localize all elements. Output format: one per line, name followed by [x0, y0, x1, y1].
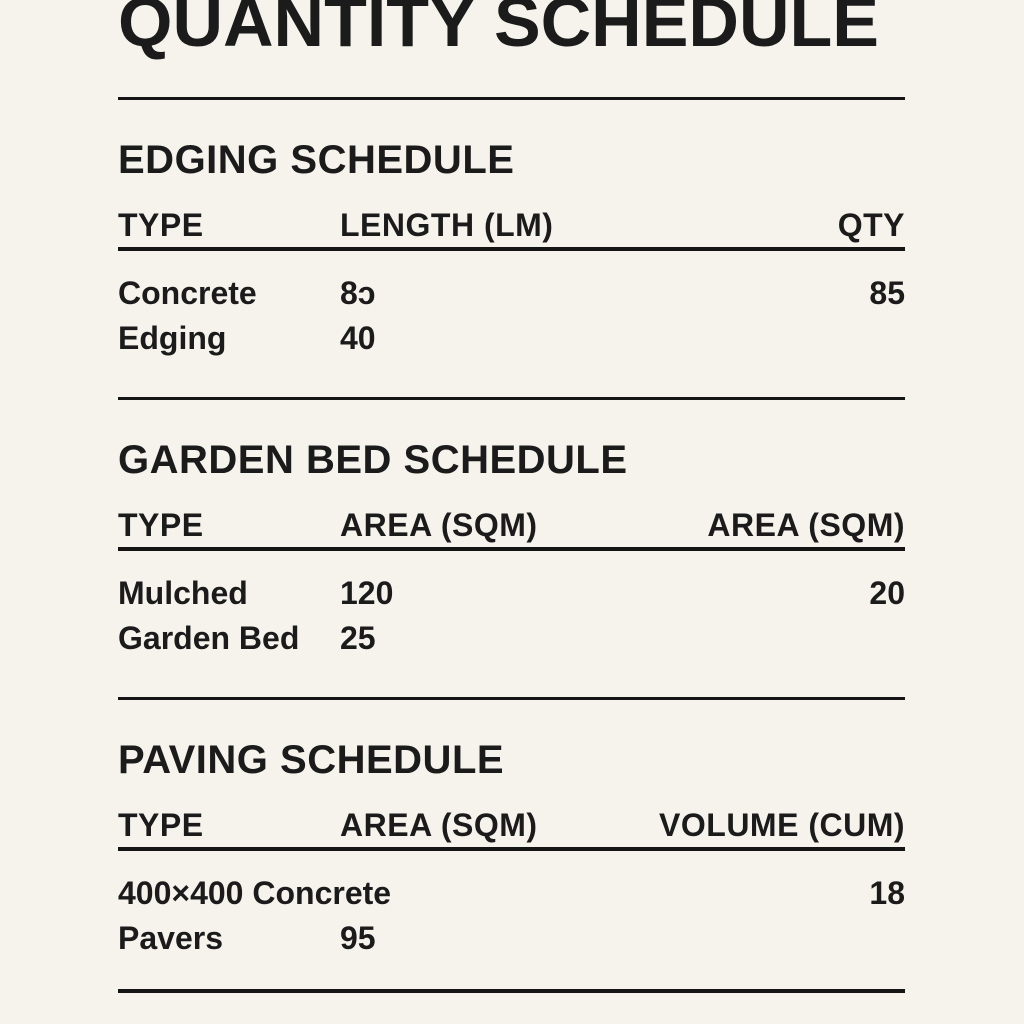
column-header-type: TYPE	[118, 507, 204, 543]
table-row: 400×400 Concrete 18	[118, 871, 905, 916]
page-title: QUANTITY SCHEDULE	[118, 0, 879, 61]
edging-rows: Concrete 8ɔ 85 Edging 40	[118, 271, 905, 361]
row-cell-volume: 18	[869, 875, 905, 911]
section-heading-garden-bed: GARDEN BED SCHEDULE	[118, 438, 628, 482]
row-cell-type: Garden Bed	[118, 620, 300, 656]
row-cell-area: 95	[340, 920, 376, 956]
row-cell-type: 400×400 Concrete	[118, 875, 392, 911]
section-heading-edging: EDGING SCHEDULE	[118, 138, 515, 182]
edging-schedule-section: EDGING SCHEDULE TYPE LENGTH (LM) QTY Con…	[118, 140, 905, 400]
paving-schedule-section: PAVING SCHEDULE TYPE AREA (SQM) VOLUME (…	[118, 740, 905, 993]
column-header-area: AREA (SQM)	[340, 807, 538, 843]
paving-header-rule	[118, 847, 905, 851]
section-heading-paving: PAVING SCHEDULE	[118, 738, 505, 782]
table-row: Concrete 8ɔ 85	[118, 271, 905, 316]
garden-bed-header-row: TYPE AREA (SQM) AREA (SQM)	[118, 509, 905, 541]
edging-header-row: TYPE LENGTH (LM) QTY	[118, 209, 905, 241]
column-header-length: LENGTH (LM)	[340, 207, 554, 243]
column-header-area-right: AREA (SQM)	[707, 507, 905, 543]
table-row: Mulched 120 20	[118, 571, 905, 616]
garden-bed-schedule-section: GARDEN BED SCHEDULE TYPE AREA (SQM) AREA…	[118, 440, 905, 700]
column-header-type: TYPE	[118, 807, 204, 843]
row-cell-type: Edging	[118, 320, 227, 356]
paving-header-row: TYPE AREA (SQM) VOLUME (CUM)	[118, 809, 905, 841]
section-divider	[118, 397, 905, 400]
row-cell-area: 25	[340, 620, 376, 656]
column-header-volume: VOLUME (CUM)	[659, 807, 905, 843]
row-cell-qty: 85	[869, 275, 905, 311]
paving-rows: 400×400 Concrete 18 Pavers 95	[118, 871, 905, 961]
column-header-type: TYPE	[118, 207, 204, 243]
bottom-rule	[118, 989, 905, 993]
section-divider	[118, 697, 905, 700]
garden-bed-rows: Mulched 120 20 Garden Bed 25	[118, 571, 905, 661]
table-row: Garden Bed 25	[118, 616, 905, 661]
row-cell-type: Mulched	[118, 575, 248, 611]
row-cell-area: 120	[340, 575, 394, 611]
column-header-area: AREA (SQM)	[340, 507, 538, 543]
row-cell-length: 8ɔ	[340, 275, 376, 311]
row-cell-area-right: 20	[869, 575, 905, 611]
column-header-qty: QTY	[837, 207, 905, 243]
row-cell-type: Concrete	[118, 275, 257, 311]
table-row: Pavers 95	[118, 916, 905, 961]
row-cell-type: Pavers	[118, 920, 223, 956]
edging-header-rule	[118, 247, 905, 251]
table-row: Edging 40	[118, 316, 905, 361]
row-cell-length: 40	[340, 320, 376, 356]
title-rule	[118, 97, 905, 100]
garden-bed-header-rule	[118, 547, 905, 551]
